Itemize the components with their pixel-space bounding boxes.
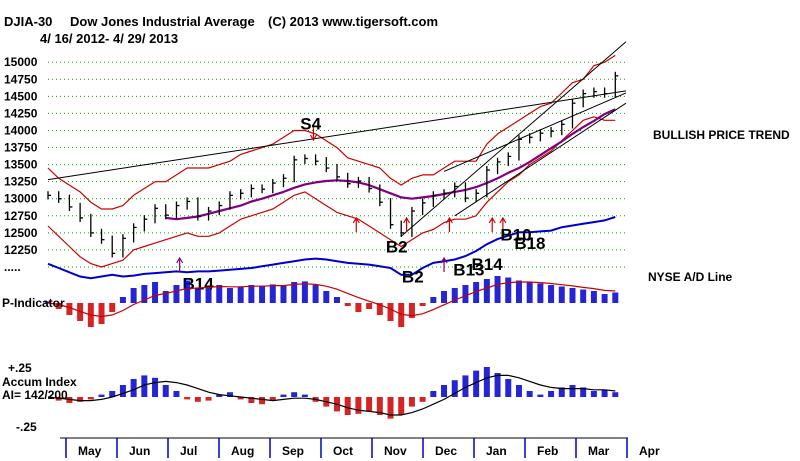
y-tick-label: 14500 [4,89,38,103]
y-tick-label: 12250 [4,243,38,257]
accum-subtitle: AI= 142/200 [2,388,68,402]
month-label: Nov [384,444,407,458]
buy-arrow-head [499,216,507,224]
bullish-trend-label: BULLISH PRICE TREND [653,128,790,142]
buy-arrow-head [445,216,453,224]
y-tick-label: 12500 [4,226,38,240]
ad-signal-label-b2: B2 [402,268,424,287]
moving-average-line [165,108,616,221]
y-axis: 15000 14750 14500 14250 14000 13750 13500 13250… [4,55,38,274]
y-tick-label: ..... [4,260,21,274]
trendlines [47,41,627,237]
y-tick-label: 15000 [4,55,38,69]
month-label: Sep [282,444,304,458]
y-tick-label: 13250 [4,175,38,189]
month-label: Oct [333,444,353,458]
y-tick-label: 13500 [4,158,38,172]
trendline [400,41,627,237]
y-tick-label: 12750 [4,209,38,223]
ad-line [47,216,616,280]
lower-bollinger-band [47,116,616,268]
accum-ytick-top: +.25 [8,361,32,375]
signal-arrows [176,124,507,272]
month-label: Feb [537,444,558,458]
y-tick-label: 13000 [4,192,38,206]
accum-ytick-bottom: -.25 [16,420,37,434]
trendline [443,92,627,172]
chart-copyright: (C) 2013 www.tigersoft.com [268,14,438,29]
ad-signal-label-b13: B13 [453,261,484,280]
month-label: Mar [588,444,610,458]
y-tick-label: 14000 [4,123,38,137]
month-label: Jun [129,444,150,458]
ad-buy-arrow-head [176,256,184,264]
y-tick-label: 14750 [4,72,38,86]
signal-label-s4: S4 [300,115,321,134]
buy-arrow-head [352,216,360,224]
month-label: Aug [231,444,254,458]
accum-title: Accum Index [2,375,77,389]
month-label: Dec [435,444,457,458]
p-indicator-title: P-Indicator [2,296,65,310]
y-tick-label: 13750 [4,141,38,155]
ad-signal-label-b14: B14 [472,255,504,274]
upper-bollinger-band [47,54,616,210]
signal-label-b2: B2 [386,237,408,256]
price-bars [47,71,619,258]
lower-band-line [47,116,616,268]
trendline [47,90,627,181]
buy-arrow-head [488,216,496,224]
accum-index-panel [47,367,619,419]
month-label: May [78,444,102,458]
ad-line-label: NYSE A/D Line [648,270,733,284]
upper-band-line [47,54,616,210]
signal-label-b18: B18 [514,234,545,253]
sell-arrow-head [309,134,317,142]
month-label: Apr [639,444,660,458]
y-tick-label: 14250 [4,106,38,120]
p-indicator-panel [45,276,619,327]
ma-line [165,108,616,221]
ad-line-path [47,216,616,280]
x-axis: May Jun Jul Aug Sep Oct Nov Dec Jan Feb Mar Apr [60,437,660,458]
chart-date-range: 4/ 16/ 2012- 4/ 29/ 2013 [40,31,178,46]
trendline [454,102,627,217]
p-indicator-signal-line [47,281,616,318]
accum-signal-line [47,374,616,416]
buy-arrow-head [403,216,411,224]
month-label: Jan [486,444,507,458]
chart-title: Dow Jones Industrial Average [70,14,255,29]
month-label: Jul [180,444,197,458]
signal-label-b10: B10 [500,226,531,245]
ad-buy-arrow-head [440,256,448,264]
chart-symbol: DJIA-30 [4,14,52,29]
